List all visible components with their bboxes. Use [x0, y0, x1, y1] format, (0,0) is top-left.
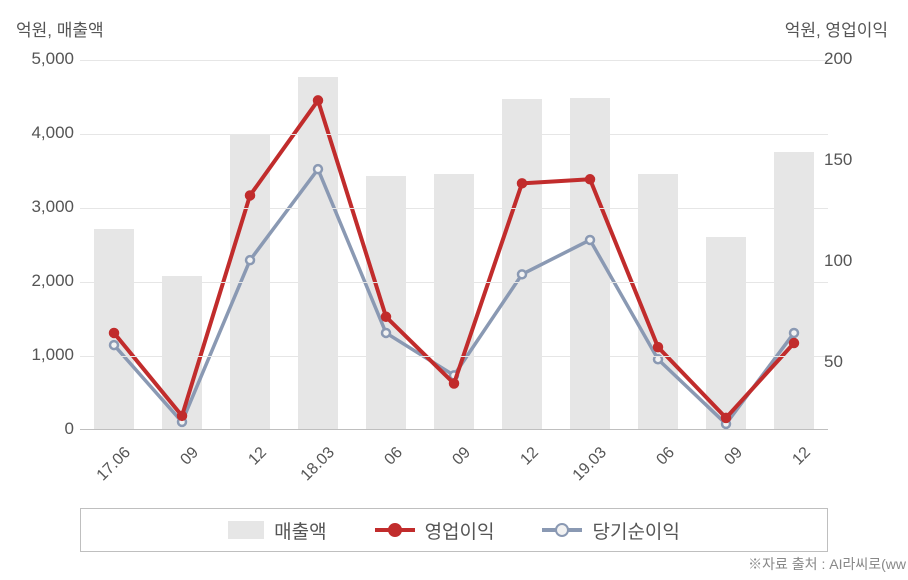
series-marker	[110, 329, 118, 337]
x-tick-label: 06	[337, 444, 406, 513]
series-marker	[382, 313, 390, 321]
series-marker	[586, 175, 594, 183]
chart-footer: ※자료 출처 : AI라씨로(ww	[748, 554, 906, 574]
grid-line	[80, 282, 828, 283]
series-marker	[178, 412, 186, 420]
y-axis-left-title: 억원, 매출액	[16, 16, 104, 41]
series-marker	[314, 96, 322, 104]
series-marker	[654, 343, 662, 351]
grid-line	[80, 356, 828, 357]
legend-item-line2: 당기순이익	[542, 517, 679, 544]
legend-swatch-bar	[228, 521, 264, 539]
series-marker	[246, 191, 254, 199]
legend-swatch-line2	[542, 522, 582, 538]
series-marker	[314, 165, 322, 173]
legend-item-bars: 매출액	[228, 517, 326, 544]
x-tick-label: 09	[133, 444, 202, 513]
line-layer	[80, 60, 828, 429]
series-marker	[790, 339, 798, 347]
series-marker	[450, 379, 458, 387]
plot-area	[80, 60, 828, 430]
grid-line	[80, 208, 828, 209]
legend-item-line1: 영업이익	[375, 517, 495, 544]
y-right-tick: 200	[824, 49, 894, 69]
y-left-tick: 2,000	[4, 271, 74, 291]
chart-legend: 매출액 영업이익 당기순이익	[80, 508, 828, 552]
x-tick-label: 12	[745, 444, 814, 513]
x-tick-label: 09	[677, 444, 746, 513]
x-tick-label: 19.03	[541, 444, 610, 513]
y-left-tick: 0	[4, 419, 74, 439]
series-marker	[790, 329, 798, 337]
series-marker	[518, 270, 526, 278]
y-axis-right-title: 억원, 영업이익	[785, 16, 888, 41]
y-left-tick: 4,000	[4, 123, 74, 143]
y-left-tick: 1,000	[4, 345, 74, 365]
series-marker	[110, 341, 118, 349]
y-left-tick: 5,000	[4, 49, 74, 69]
series-marker	[518, 179, 526, 187]
y-right-tick: 100	[824, 251, 894, 271]
legend-swatch-line1	[375, 522, 415, 538]
y-right-tick: 150	[824, 150, 894, 170]
legend-label-line2: 당기순이익	[592, 517, 679, 544]
x-tick-label: 17.06	[65, 444, 134, 513]
x-tick-label: 18.03	[269, 444, 338, 513]
series-marker	[586, 236, 594, 244]
series-marker	[722, 414, 730, 422]
y-left-tick: 3,000	[4, 197, 74, 217]
series-marker	[246, 256, 254, 264]
x-tick-label: 12	[201, 444, 270, 513]
dual-axis-chart: 억원, 매출액 억원, 영업이익 매출액 영업이익 당기순이익 ※자료 출처 :…	[0, 0, 908, 580]
legend-label-bars: 매출액	[274, 517, 326, 544]
grid-line	[80, 134, 828, 135]
grid-line	[80, 60, 828, 61]
series-marker	[382, 329, 390, 337]
x-tick-label: 12	[473, 444, 542, 513]
legend-label-line1: 영업이익	[425, 517, 495, 544]
y-right-tick: 50	[824, 352, 894, 372]
x-tick-label: 06	[609, 444, 678, 513]
x-tick-label: 09	[405, 444, 474, 513]
